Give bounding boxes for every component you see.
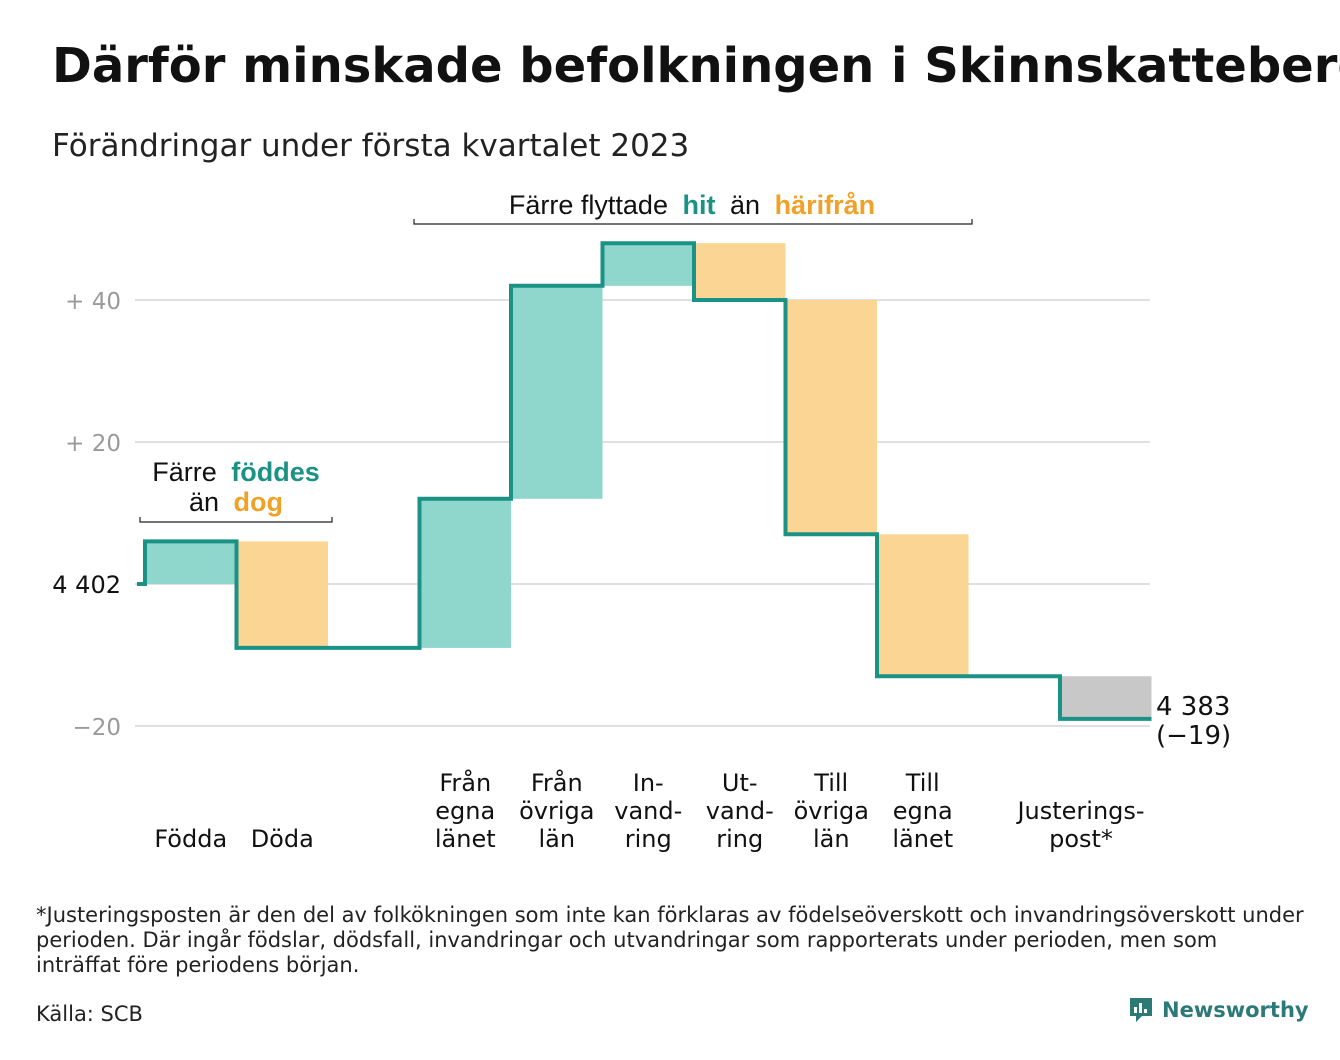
x-category-label: Från: [439, 768, 491, 797]
x-category-label: vand-: [614, 797, 682, 825]
end-change-label: (−19): [1156, 721, 1231, 751]
waterfall-bar: [419, 498, 511, 648]
page-title: Därför minskade befolkningen i Skinnskat…: [52, 38, 1340, 94]
x-category-label: ring: [716, 825, 763, 853]
x-category-label: Till: [813, 769, 848, 797]
step-line: [137, 241, 1152, 721]
source-credit: Källa: SCB: [36, 1002, 143, 1026]
waterfall-chart: + 40+ 204 402−20 Födda DödaFrånegnalänetF…: [52, 190, 1231, 853]
gridlines: [135, 299, 1150, 727]
brand-name: Newsworthy: [1162, 998, 1309, 1022]
footnote: *Justeringsposten är den del av folkökni…: [36, 903, 1304, 977]
x-category-label: ring: [625, 825, 672, 853]
births-green-word: föddes: [231, 457, 320, 487]
x-category-label: post*: [1049, 825, 1113, 853]
births-orange-word: dog: [234, 487, 283, 517]
bars: [145, 243, 1152, 719]
start-value-label: 4 402: [52, 571, 121, 599]
x-category-label: Från: [531, 768, 583, 797]
waterfall-bar: [236, 541, 328, 648]
migration-bracket: [413, 219, 973, 225]
x-category-label: Till: [905, 769, 940, 797]
migration-annotation-text: Färre flyttade: [509, 190, 668, 220]
births-annotation-text: Färre: [152, 457, 217, 487]
waterfall-bar: [602, 243, 694, 286]
migration-annotation-middle: än: [730, 190, 760, 220]
x-category-label: egna: [893, 797, 953, 825]
y-tick-label: + 20: [65, 431, 121, 457]
x-category-label: övriga: [519, 797, 594, 825]
end-value-label: 4 383: [1156, 692, 1230, 722]
x-category-label: vand-: [706, 797, 774, 825]
brand[interactable]: Newsworthy: [1128, 996, 1309, 1024]
page-subtitle: Förändringar under första kvartalet 2023: [52, 128, 690, 164]
migration-annotation: Färre flyttade hit än härifrån: [413, 190, 973, 225]
x-category-label: länet: [892, 825, 953, 853]
waterfall-bar: [511, 285, 603, 499]
waterfall-bar: [1060, 676, 1152, 719]
newsworthy-logo-icon: [1130, 998, 1152, 1022]
x-axis-labels: Födda DödaFrånegnalänetFrånövrigalänIn-va…: [154, 768, 1144, 853]
y-tick-label: −20: [72, 715, 121, 741]
x-category-label: In-: [633, 769, 664, 797]
svg-text:Färre föddes: Färre föddes: [152, 457, 320, 487]
migration-green-word: hit: [682, 190, 715, 220]
x-category-label: egna: [435, 797, 495, 825]
y-axis-ticks: + 40 + 20 4 402 −20: [52, 289, 121, 741]
x-category-label: län: [813, 825, 850, 853]
x-category-label: län: [538, 825, 575, 853]
waterfall-bar: [877, 534, 969, 677]
x-category-label: Döda: [251, 825, 314, 853]
waterfall-bar: [694, 243, 786, 300]
x-category-label: övriga: [794, 797, 869, 825]
births-annotation-text-2: än: [189, 487, 219, 517]
births-bracket: [139, 517, 333, 523]
waterfall-bar: [785, 300, 877, 535]
x-category-label: Födda: [154, 825, 227, 853]
waterfall-bar: [145, 541, 237, 584]
births-annotation: Färre föddes än dog: [139, 457, 333, 523]
y-tick-label: + 40: [65, 289, 121, 315]
x-category-label: Ut-: [722, 769, 758, 797]
x-category-label: länet: [435, 825, 496, 853]
svg-text:Färre flyttade hit: Färre flyttade hit än härifrån: [509, 190, 875, 220]
end-labels: 4 383(−19): [1156, 692, 1231, 751]
x-category-label: Justerings-: [1015, 797, 1144, 825]
svg-text:än dog: än dog: [189, 487, 283, 517]
migration-orange-word: härifrån: [775, 190, 876, 220]
